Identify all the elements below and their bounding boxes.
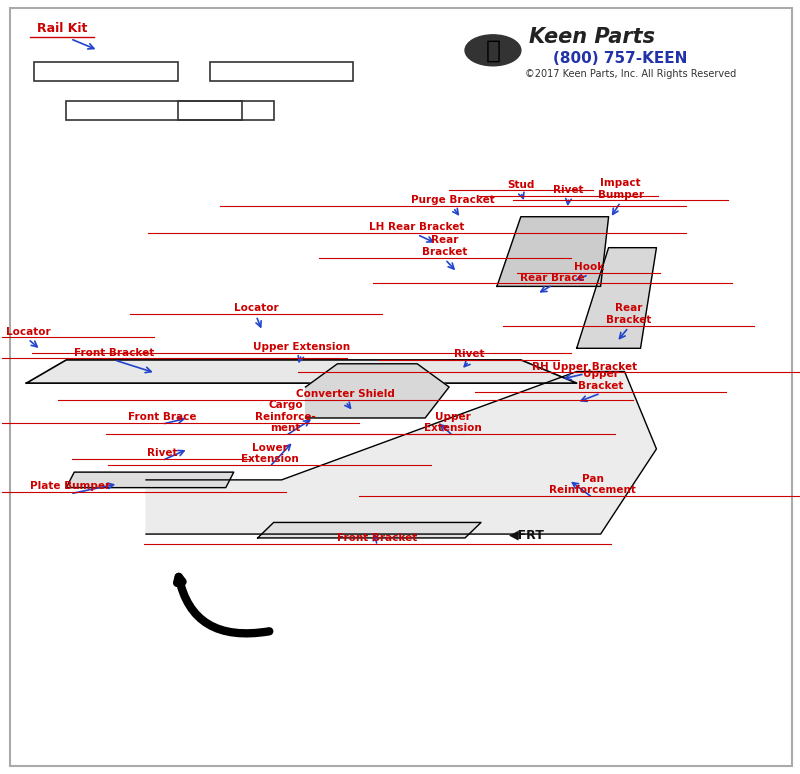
Text: Hook: Hook (574, 262, 604, 272)
Polygon shape (146, 372, 657, 534)
Text: Impact
Bumper: Impact Bumper (598, 178, 643, 200)
Bar (66, 101, 242, 120)
Text: Rivet: Rivet (454, 349, 484, 359)
Polygon shape (66, 472, 234, 488)
Text: Rail Kit: Rail Kit (37, 22, 87, 35)
Polygon shape (26, 360, 577, 383)
Text: LH Rear Bracket: LH Rear Bracket (370, 222, 465, 232)
Text: Rear
Bracket: Rear Bracket (422, 235, 468, 257)
Text: Pan
Reinforcement: Pan Reinforcement (550, 474, 636, 495)
Text: Upper
Bracket: Upper Bracket (578, 369, 623, 391)
Polygon shape (577, 248, 657, 348)
Text: Keen Parts: Keen Parts (529, 26, 655, 46)
Text: (800) 757-KEEN: (800) 757-KEEN (553, 51, 687, 67)
Text: Rivet: Rivet (146, 448, 178, 458)
Text: Cargo
Reinforce-
ment: Cargo Reinforce- ment (255, 400, 316, 433)
Text: Rear
Bracket: Rear Bracket (606, 303, 651, 325)
Text: Upper Extension: Upper Extension (253, 342, 350, 352)
Ellipse shape (465, 35, 521, 66)
Text: Front Bracket: Front Bracket (337, 533, 418, 543)
Text: Stud: Stud (507, 180, 534, 190)
Polygon shape (497, 217, 609, 286)
Text: Locator: Locator (234, 303, 278, 313)
Text: Purge Bracket: Purge Bracket (411, 195, 495, 205)
Text: Rear Brace: Rear Brace (521, 272, 585, 283)
Polygon shape (258, 522, 481, 538)
Text: Upper
Extension: Upper Extension (424, 412, 482, 433)
Text: 🚗: 🚗 (486, 38, 501, 63)
Text: ◀FRT: ◀FRT (509, 528, 545, 541)
Text: ©2017 Keen Parts, Inc. All Rights Reserved: ©2017 Keen Parts, Inc. All Rights Reserv… (525, 70, 736, 80)
Text: Locator: Locator (6, 327, 50, 337)
Text: Front Bracket: Front Bracket (74, 348, 154, 358)
Bar (34, 62, 178, 81)
Text: Front Brace: Front Brace (128, 412, 196, 422)
Text: Lower
Extension: Lower Extension (241, 443, 298, 464)
Text: Plate Bumper: Plate Bumper (30, 481, 110, 491)
Text: Converter Shield: Converter Shield (296, 389, 395, 399)
Polygon shape (306, 364, 449, 418)
Bar (210, 62, 354, 81)
Bar (178, 101, 274, 120)
Text: RH Upper Bracket: RH Upper Bracket (532, 361, 638, 372)
Text: Rivet: Rivet (554, 185, 584, 195)
